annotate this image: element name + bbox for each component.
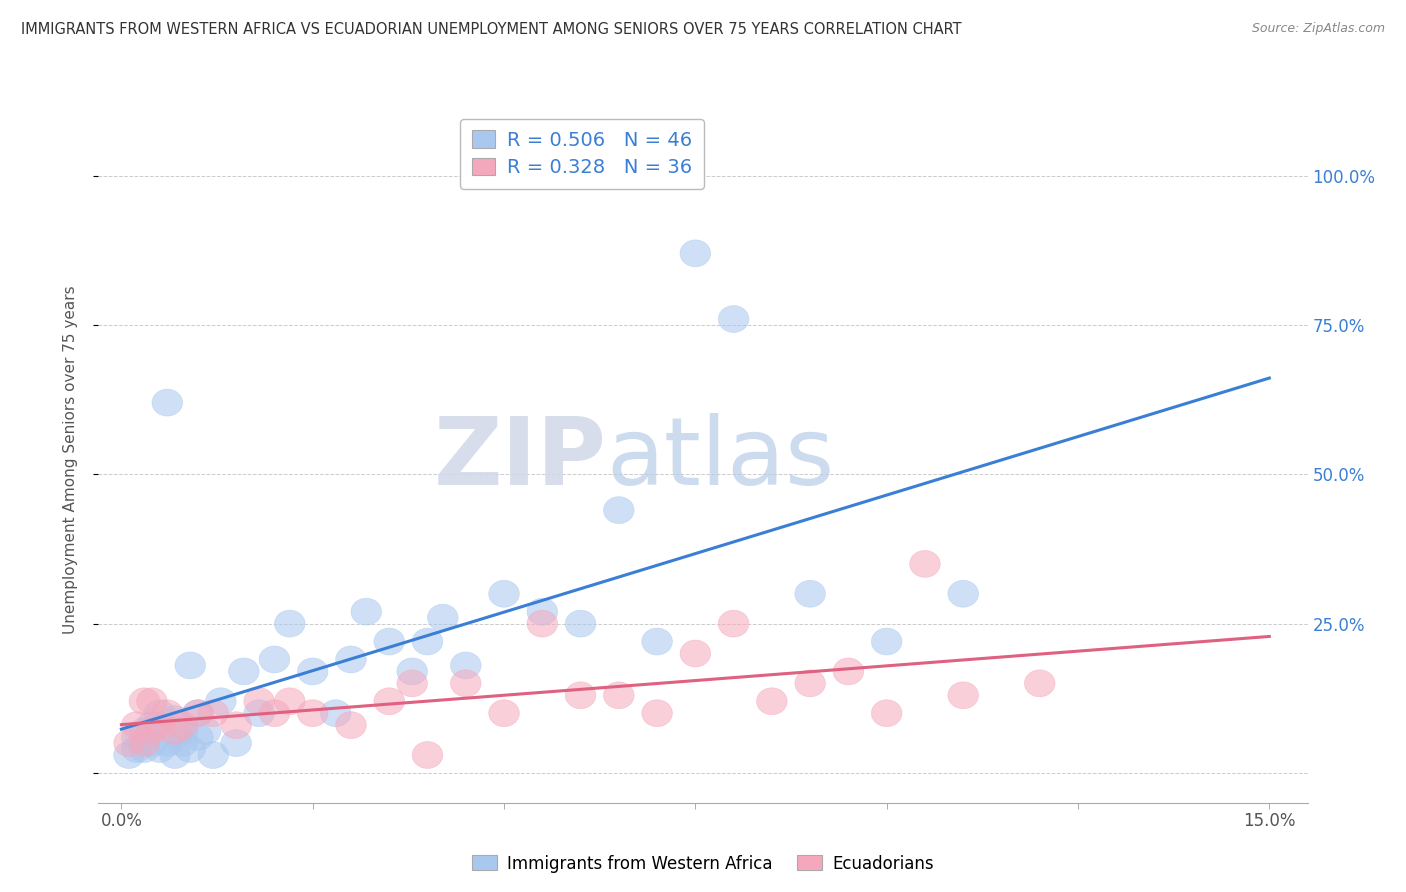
Text: atlas: atlas <box>606 413 835 506</box>
Ellipse shape <box>174 736 205 763</box>
Text: 15.0%: 15.0% <box>1243 812 1295 830</box>
Ellipse shape <box>183 700 214 727</box>
Ellipse shape <box>121 723 152 750</box>
Ellipse shape <box>910 550 941 577</box>
Ellipse shape <box>872 700 903 727</box>
Ellipse shape <box>114 741 145 769</box>
Ellipse shape <box>174 652 205 679</box>
Ellipse shape <box>121 736 152 763</box>
Ellipse shape <box>190 718 221 745</box>
Ellipse shape <box>114 730 145 756</box>
Ellipse shape <box>336 712 367 739</box>
Ellipse shape <box>450 652 481 679</box>
Ellipse shape <box>167 730 198 756</box>
Ellipse shape <box>489 700 519 727</box>
Ellipse shape <box>298 658 328 685</box>
Text: 0.0%: 0.0% <box>100 812 142 830</box>
Ellipse shape <box>756 688 787 714</box>
Ellipse shape <box>718 610 749 637</box>
Ellipse shape <box>603 681 634 709</box>
Ellipse shape <box>145 712 174 739</box>
Ellipse shape <box>243 688 274 714</box>
Ellipse shape <box>152 700 183 727</box>
Ellipse shape <box>160 718 190 745</box>
Ellipse shape <box>259 700 290 727</box>
Ellipse shape <box>274 610 305 637</box>
Ellipse shape <box>167 712 198 739</box>
Ellipse shape <box>565 610 596 637</box>
Ellipse shape <box>136 718 167 745</box>
Ellipse shape <box>336 646 367 673</box>
Ellipse shape <box>129 688 160 714</box>
Ellipse shape <box>136 688 167 714</box>
Ellipse shape <box>129 718 160 745</box>
Ellipse shape <box>681 640 710 667</box>
Ellipse shape <box>718 306 749 333</box>
Ellipse shape <box>298 700 328 727</box>
Ellipse shape <box>603 497 634 524</box>
Ellipse shape <box>321 700 352 727</box>
Y-axis label: Unemployment Among Seniors over 75 years: Unemployment Among Seniors over 75 years <box>63 285 77 633</box>
Ellipse shape <box>527 610 558 637</box>
Text: Source: ZipAtlas.com: Source: ZipAtlas.com <box>1251 22 1385 36</box>
Ellipse shape <box>352 599 381 625</box>
Text: IMMIGRANTS FROM WESTERN AFRICA VS ECUADORIAN UNEMPLOYMENT AMONG SENIORS OVER 75 : IMMIGRANTS FROM WESTERN AFRICA VS ECUADO… <box>21 22 962 37</box>
Text: ZIP: ZIP <box>433 413 606 506</box>
Ellipse shape <box>489 581 519 607</box>
Ellipse shape <box>183 723 214 750</box>
Ellipse shape <box>198 741 229 769</box>
Ellipse shape <box>221 730 252 756</box>
Ellipse shape <box>527 599 558 625</box>
Ellipse shape <box>872 628 903 655</box>
Ellipse shape <box>167 718 198 745</box>
Ellipse shape <box>396 670 427 697</box>
Ellipse shape <box>183 700 214 727</box>
Ellipse shape <box>152 730 183 756</box>
Ellipse shape <box>565 681 596 709</box>
Ellipse shape <box>136 730 167 756</box>
Ellipse shape <box>274 688 305 714</box>
Ellipse shape <box>152 389 183 416</box>
Ellipse shape <box>129 736 160 763</box>
Ellipse shape <box>641 700 672 727</box>
Ellipse shape <box>129 730 160 756</box>
Ellipse shape <box>160 706 190 732</box>
Ellipse shape <box>121 712 152 739</box>
Ellipse shape <box>374 628 405 655</box>
Ellipse shape <box>412 741 443 769</box>
Ellipse shape <box>450 670 481 697</box>
Ellipse shape <box>1025 670 1054 697</box>
Ellipse shape <box>145 700 174 727</box>
Ellipse shape <box>205 688 236 714</box>
Ellipse shape <box>374 688 405 714</box>
Ellipse shape <box>145 736 174 763</box>
Ellipse shape <box>948 581 979 607</box>
Legend: R = 0.506   N = 46, R = 0.328   N = 36: R = 0.506 N = 46, R = 0.328 N = 36 <box>460 119 704 188</box>
Ellipse shape <box>396 658 427 685</box>
Ellipse shape <box>221 712 252 739</box>
Ellipse shape <box>794 581 825 607</box>
Ellipse shape <box>834 658 863 685</box>
Legend: Immigrants from Western Africa, Ecuadorians: Immigrants from Western Africa, Ecuadori… <box>465 848 941 880</box>
Ellipse shape <box>259 646 290 673</box>
Ellipse shape <box>794 670 825 697</box>
Ellipse shape <box>229 658 259 685</box>
Ellipse shape <box>412 628 443 655</box>
Ellipse shape <box>160 741 190 769</box>
Ellipse shape <box>198 700 229 727</box>
Ellipse shape <box>136 712 167 739</box>
Ellipse shape <box>641 628 672 655</box>
Ellipse shape <box>681 240 710 267</box>
Ellipse shape <box>427 604 458 632</box>
Ellipse shape <box>948 681 979 709</box>
Ellipse shape <box>243 700 274 727</box>
